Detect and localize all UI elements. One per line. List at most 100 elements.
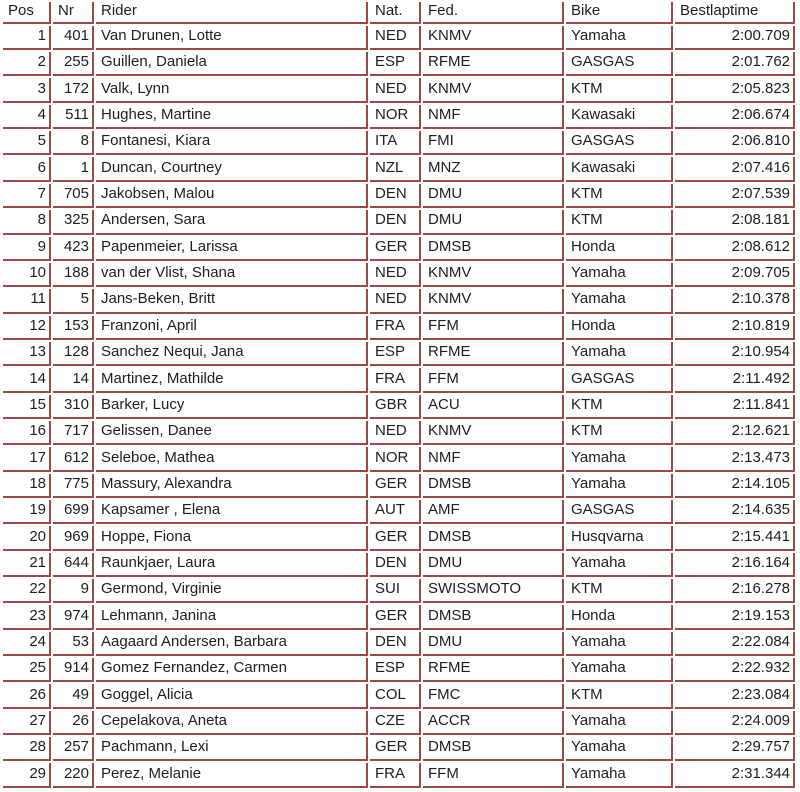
cell-nr: 8 xyxy=(53,131,94,156)
cell-bike: Honda xyxy=(566,236,673,261)
cell-fed: FFM xyxy=(423,368,564,393)
cell-bike: KTM xyxy=(566,420,673,446)
table-row: 11 5 Jans-Beken, Britt NED KNMV Yamaha 2:10.37… xyxy=(3,289,795,314)
cell-nat: DEN xyxy=(370,183,421,209)
cell-nat: FRA xyxy=(370,763,421,788)
cell-bike: Kawasaki xyxy=(566,157,673,182)
cell-bestlaptime: 2:22.932 xyxy=(675,658,795,683)
cell-bike: GASGAS xyxy=(566,368,673,393)
cell-nat: GER xyxy=(370,473,421,498)
cell-pos: 27 xyxy=(3,710,51,736)
cell-bestlaptime: 2:08.181 xyxy=(675,210,795,235)
cell-nat: ITA xyxy=(370,131,421,156)
cell-nr: 26 xyxy=(53,710,94,736)
cell-pos: 26 xyxy=(3,684,51,709)
cell-nat: DEN xyxy=(370,552,421,577)
cell-bike: Honda xyxy=(566,315,673,340)
cell-nat: FRA xyxy=(370,368,421,393)
table-row: 1 401 Van Drunen, Lotte NED KNMV Yamaha 2:00.7… xyxy=(3,25,795,51)
cell-pos: 24 xyxy=(3,631,51,656)
cell-bike: Yamaha xyxy=(566,763,673,788)
cell-nat: GER xyxy=(370,605,421,630)
cell-rider: Raunkjaer, Laura xyxy=(96,552,368,577)
column-header-bike: Bike xyxy=(566,2,673,24)
cell-fed: SWISSMOTO xyxy=(423,578,564,604)
cell-bestlaptime: 2:12.621 xyxy=(675,420,795,446)
cell-pos: 22 xyxy=(3,578,51,604)
cell-pos: 7 xyxy=(3,183,51,209)
cell-pos: 12 xyxy=(3,315,51,340)
cell-fed: DMSB xyxy=(423,605,564,630)
cell-nat: COL xyxy=(370,684,421,709)
cell-bestlaptime: 2:23.084 xyxy=(675,684,795,709)
cell-rider: Perez, Melanie xyxy=(96,763,368,788)
cell-nat: ESP xyxy=(370,52,421,77)
table-row: 27 26 Cepelakova, Aneta CZE ACCR Yamaha 2:24.0… xyxy=(3,710,795,736)
table-row: 15 310 Barker, Lucy GBR ACU KTM 2:11.841 xyxy=(3,394,795,419)
cell-rider: Sanchez Nequi, Jana xyxy=(96,341,368,367)
cell-pos: 3 xyxy=(3,78,51,103)
cell-rider: Valk, Lynn xyxy=(96,78,368,103)
table-row: 18 775 Massury, Alexandra GER DMSB Yamaha 2:14… xyxy=(3,473,795,498)
cell-fed: RFME xyxy=(423,341,564,367)
cell-pos: 9 xyxy=(3,236,51,261)
cell-fed: DMU xyxy=(423,210,564,235)
cell-nat: NED xyxy=(370,420,421,446)
table-row: 12 153 Franzoni, April FRA FFM Honda 2:10.819 xyxy=(3,315,795,340)
cell-nr: 153 xyxy=(53,315,94,340)
cell-nat: NZL xyxy=(370,157,421,182)
cell-pos: 20 xyxy=(3,526,51,551)
cell-nat: ESP xyxy=(370,341,421,367)
table-row: 21 644 Raunkjaer, Laura DEN DMU Yamaha 2:16.16… xyxy=(3,552,795,577)
cell-bestlaptime: 2:06.810 xyxy=(675,131,795,156)
cell-fed: NMF xyxy=(423,447,564,472)
cell-nat: GBR xyxy=(370,394,421,419)
cell-bike: GASGAS xyxy=(566,52,673,77)
table-row: 9 423 Papenmeier, Larissa GER DMSB Honda 2:08.… xyxy=(3,236,795,261)
cell-bike: Yamaha xyxy=(566,25,673,51)
cell-bestlaptime: 2:29.757 xyxy=(675,737,795,762)
cell-rider: Andersen, Sara xyxy=(96,210,368,235)
cell-nat: NED xyxy=(370,78,421,103)
cell-nr: 255 xyxy=(53,52,94,77)
cell-rider: Jans-Beken, Britt xyxy=(96,289,368,314)
cell-pos: 18 xyxy=(3,473,51,498)
cell-fed: KNMV xyxy=(423,25,564,51)
cell-rider: Fontanesi, Kiara xyxy=(96,131,368,156)
cell-nr: 5 xyxy=(53,289,94,314)
cell-rider: Lehmann, Janina xyxy=(96,605,368,630)
cell-rider: Goggel, Alicia xyxy=(96,684,368,709)
cell-bestlaptime: 2:08.612 xyxy=(675,236,795,261)
cell-rider: Papenmeier, Larissa xyxy=(96,236,368,261)
cell-rider: Franzoni, April xyxy=(96,315,368,340)
cell-pos: 14 xyxy=(3,368,51,393)
cell-nat: NED xyxy=(370,25,421,51)
cell-nat: NOR xyxy=(370,447,421,472)
table-row: 22 9 Germond, Virginie SUI SWISSMOTO KTM 2:16.… xyxy=(3,578,795,604)
cell-rider: Van Drunen, Lotte xyxy=(96,25,368,51)
cell-bestlaptime: 2:14.105 xyxy=(675,473,795,498)
cell-nat: GER xyxy=(370,526,421,551)
column-header-bestlaptime: Bestlaptime xyxy=(675,2,795,24)
cell-nat: NED xyxy=(370,262,421,288)
cell-pos: 28 xyxy=(3,737,51,762)
cell-nr: 172 xyxy=(53,78,94,103)
cell-fed: KNMV xyxy=(423,78,564,103)
table-row: 10 188 van der Vlist, Shana NED KNMV Yamaha 2:… xyxy=(3,262,795,288)
cell-nat: ESP xyxy=(370,658,421,683)
cell-nr: 310 xyxy=(53,394,94,419)
cell-bestlaptime: 2:10.378 xyxy=(675,289,795,314)
table-row: 3 172 Valk, Lynn NED KNMV KTM 2:05.823 xyxy=(3,78,795,103)
cell-nat: CZE xyxy=(370,710,421,736)
cell-bestlaptime: 2:00.709 xyxy=(675,25,795,51)
cell-nr: 14 xyxy=(53,368,94,393)
cell-nr: 644 xyxy=(53,552,94,577)
cell-bike: KTM xyxy=(566,394,673,419)
cell-nr: 969 xyxy=(53,526,94,551)
cell-bike: KTM xyxy=(566,210,673,235)
column-header-pos: Pos xyxy=(3,2,51,24)
cell-fed: FFM xyxy=(423,763,564,788)
cell-fed: DMSB xyxy=(423,473,564,498)
cell-bestlaptime: 2:22.084 xyxy=(675,631,795,656)
